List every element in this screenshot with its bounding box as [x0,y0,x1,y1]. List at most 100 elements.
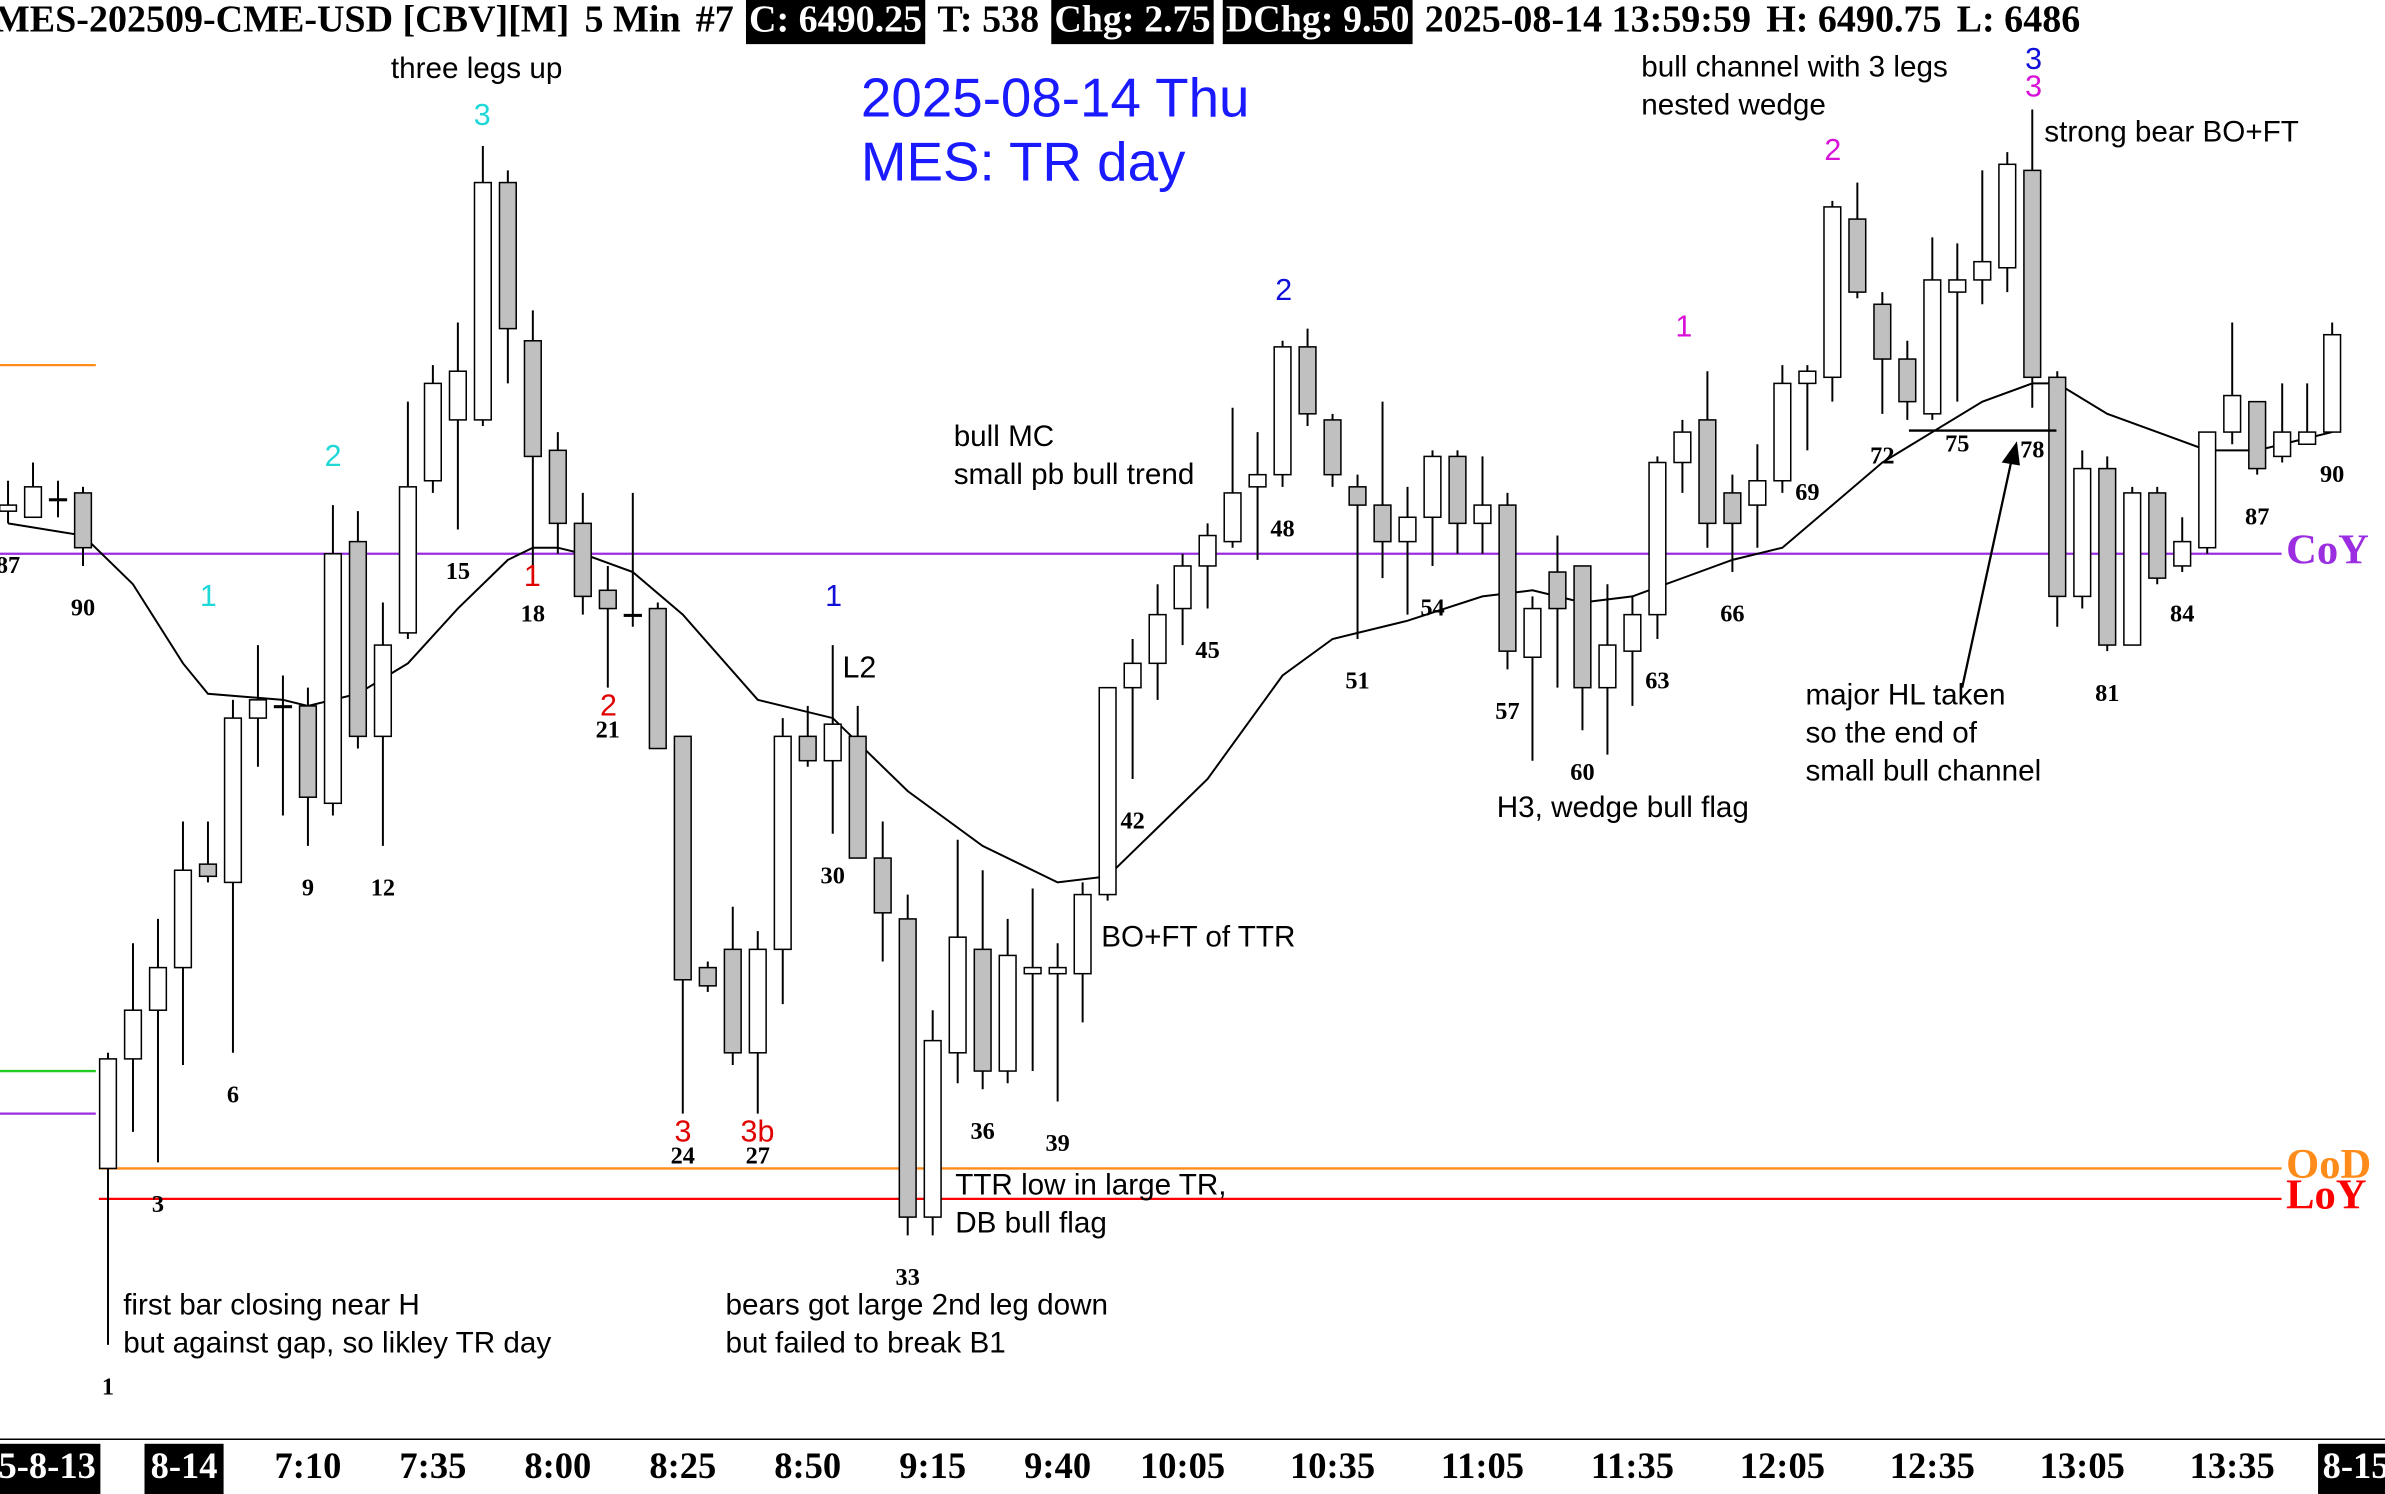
annotation: three legs up [391,52,562,85]
annotation: DB bull flag [955,1207,1107,1240]
candle-body [298,705,318,798]
candle-body [1673,431,1692,464]
x-tick-label: 12:05 [1740,1445,1825,1486]
header-field: T: 538 [937,0,1039,41]
candle-body [498,181,517,330]
candle-body [1998,163,2017,269]
candle-body [548,449,567,525]
level-label: LoY [2286,1172,2366,1219]
bar-number: 87 [0,552,20,579]
x-tick-label: 13:35 [2190,1445,2275,1486]
candle-body [373,644,393,738]
header-highlight [1222,0,1413,45]
labels: CoYOoDLoY8790136912151821242730333639424… [0,430,2385,1401]
candle-body [1623,613,1642,652]
annotation: bull MC [954,420,1055,453]
candle-body [748,948,767,1054]
candle-body [1473,504,1492,525]
candle-body [1923,279,1942,415]
annotation: bears got large 2nd leg down [726,1289,1108,1322]
candle-body [1573,565,1592,689]
candle-body [1548,571,1567,610]
bar-number: 12 [371,875,395,902]
candle-body [2298,431,2317,446]
bar-number: 84 [2170,601,2194,628]
candle-body [973,948,992,1072]
bar-number: 1 [102,1374,114,1401]
annotation: so the end of [1805,717,1977,750]
candle-body [2073,467,2092,598]
candle-body [1373,504,1392,543]
header-field: H: 6490.75 [1766,0,1941,41]
x-tick-label: 11:35 [1591,1445,1674,1486]
candle-body [1323,419,1342,476]
bar-number: 45 [1195,637,1219,664]
header-field: #7 [696,0,734,41]
header-field: DChg: 9.50 [1226,0,1410,41]
candle-body [873,857,892,914]
x-tick-label: 8:50 [774,1445,841,1486]
candle-body [173,869,193,969]
annotation: major HL taken [1805,679,2005,712]
leg-label: 3 [2025,42,2042,76]
candle-body [223,717,243,884]
candle-body [423,382,443,482]
candle-body [1398,516,1417,543]
candle-body [98,1058,118,1170]
x-tick-label: 7:35 [399,1445,466,1486]
bar-number: 72 [1870,443,1894,470]
bar-number: 69 [1795,479,1819,506]
candle-body [148,966,168,1011]
header-highlight [745,0,926,45]
candle-body [73,492,93,549]
candle-body [323,553,343,805]
header-field: L: 6486 [1957,0,2081,41]
chart-title: 2025-08-14 Thu [861,66,1250,128]
candle-body [2098,467,2117,646]
candle-body [773,735,792,951]
candle-body [948,936,967,1054]
candle-body [1098,686,1117,896]
candle-body [0,504,18,512]
bar-number: 30 [821,862,845,889]
candle-body [798,735,817,762]
leg-label: 3 [474,98,491,132]
candle-body [1648,461,1667,616]
x-tick-label: 9:40 [1024,1445,1091,1486]
leg-label: 3 [2025,69,2042,103]
leg-label: 3b [741,1114,775,1148]
candle-body [1773,382,1792,482]
bar-number: 27 [746,1142,770,1169]
leg-label: 2 [1824,133,1841,167]
bar-number: 90 [2320,461,2344,488]
candle-body [23,486,43,519]
candle-body [673,735,692,981]
bar-number: 48 [1270,516,1294,543]
leg-label: L2 [842,650,876,684]
candle-body [623,613,642,617]
x-tick-label: 8:00 [524,1445,591,1486]
candle-body [1873,303,1892,360]
leg-label: 1 [825,579,842,613]
candle-body [998,954,1017,1072]
candle-body [2223,394,2242,433]
candle-body [848,735,867,859]
levels [0,363,2282,1200]
candle-body [648,607,667,750]
bar-number: 9 [302,875,314,902]
bar-number: 15 [446,558,470,585]
bar-number: 42 [1120,808,1144,835]
leg-label: 1 [200,579,217,613]
candle-body [723,948,742,1054]
candle-body [1848,218,1867,293]
date-label: 8-14 [151,1445,218,1486]
leg-label: 1 [524,559,541,593]
candle-body [48,498,68,502]
candle-body [1948,279,1967,293]
candle-body [1223,492,1242,543]
x-tick-label: 10:05 [1140,1445,1225,1486]
bar-number: 36 [971,1118,995,1145]
candle-body [1498,504,1517,652]
candle-body [198,863,218,878]
